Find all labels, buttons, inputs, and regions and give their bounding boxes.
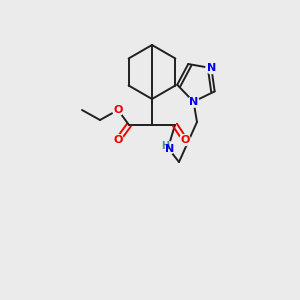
Text: N: N xyxy=(165,144,175,154)
Text: O: O xyxy=(180,135,190,145)
Circle shape xyxy=(112,134,124,146)
Circle shape xyxy=(179,134,191,146)
Circle shape xyxy=(188,96,199,107)
Circle shape xyxy=(206,63,217,74)
Text: H: H xyxy=(161,141,169,151)
Text: O: O xyxy=(113,135,123,145)
Text: O: O xyxy=(113,105,123,115)
Text: N: N xyxy=(189,97,198,107)
Circle shape xyxy=(161,142,175,154)
Text: N: N xyxy=(207,63,216,73)
Circle shape xyxy=(112,104,124,116)
